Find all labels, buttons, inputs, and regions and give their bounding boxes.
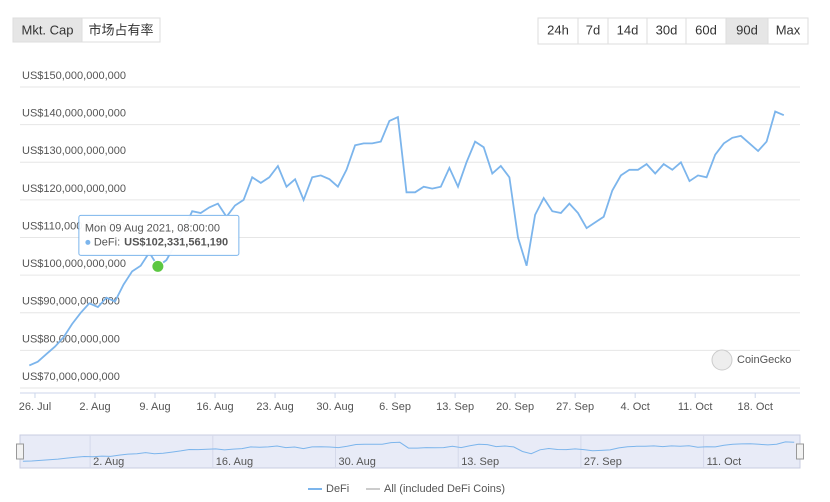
tab-label[interactable]: 市场占有率 (88, 22, 153, 37)
tooltip-value: US$102,331,561,190 (124, 236, 228, 248)
y-tick-label: US$100,000,000,000 (22, 258, 126, 270)
navigator-label: 13. Sep (461, 456, 499, 468)
range-button[interactable] (725, 17, 769, 45)
range-label[interactable]: Max (776, 22, 801, 37)
y-tick-label: US$150,000,000,000 (22, 70, 126, 82)
navigator-label: 30. Aug (339, 456, 376, 468)
range-button[interactable] (767, 17, 809, 45)
navigator-line (22, 441, 795, 462)
x-tick-label: 2. Aug (79, 401, 110, 413)
x-tick-label: 23. Aug (256, 401, 293, 413)
range-label[interactable]: 30d (656, 22, 678, 37)
navigator-label: 16. Aug (216, 456, 253, 468)
range-label[interactable]: 7d (586, 22, 600, 37)
x-tick-label: 13. Sep (436, 401, 474, 413)
legend-label[interactable]: DeFi (326, 483, 349, 495)
range-label[interactable]: 24h (547, 22, 569, 37)
x-tick-label: 27. Sep (556, 401, 594, 413)
range-button[interactable] (646, 17, 687, 45)
range-button[interactable] (685, 17, 727, 45)
navigator-label: 2. Aug (93, 456, 124, 468)
y-tick-label: US$90,000,000,000 (22, 296, 120, 308)
range-button[interactable] (607, 17, 648, 45)
navigator-label: 11. Oct (707, 456, 742, 468)
navigator-handle[interactable] (16, 443, 24, 460)
x-tick-label: 6. Sep (379, 401, 411, 413)
x-tick-label: 9. Aug (139, 401, 170, 413)
y-tick-label: US$140,000,000,000 (22, 108, 126, 120)
x-tick-label: 4. Oct (620, 401, 649, 413)
credit-logo (711, 349, 733, 371)
x-tick-label: 18. Oct (737, 401, 772, 413)
tab-button[interactable] (12, 17, 83, 43)
x-tick-label: 16. Aug (196, 401, 233, 413)
y-tick-label: US$120,000,000,000 (22, 183, 126, 195)
x-tick-label: 30. Aug (316, 401, 353, 413)
y-tick-label: US$80,000,000,000 (22, 333, 120, 345)
tooltip (78, 214, 240, 256)
navigator-label: 27. Sep (584, 456, 622, 468)
tab-button[interactable] (81, 17, 161, 43)
navigator-handle[interactable] (796, 443, 804, 460)
tooltip-title: Mon 09 Aug 2021, 08:00:00 (85, 222, 220, 234)
x-tick-label: 20. Sep (496, 401, 534, 413)
y-tick-label: US$70,000,000,000 (22, 371, 120, 383)
legend-label[interactable]: All (included DeFi Coins) (384, 483, 505, 495)
x-tick-label: 11. Oct (678, 401, 713, 413)
range-label[interactable]: 90d (736, 22, 758, 37)
tooltip-series: DeFi: (94, 236, 120, 248)
range-label[interactable]: 14d (617, 22, 639, 37)
x-tick-label: 26. Jul (19, 401, 51, 413)
tab-label[interactable]: Mkt. Cap (21, 22, 73, 37)
range-label[interactable]: 60d (695, 22, 717, 37)
tooltip-symbol (85, 239, 91, 245)
y-tick-label: US$130,000,000,000 (22, 145, 126, 157)
hover-marker (151, 259, 165, 273)
credit: CoinGecko (737, 354, 791, 366)
range-button[interactable] (537, 17, 579, 45)
navigator (19, 434, 801, 469)
